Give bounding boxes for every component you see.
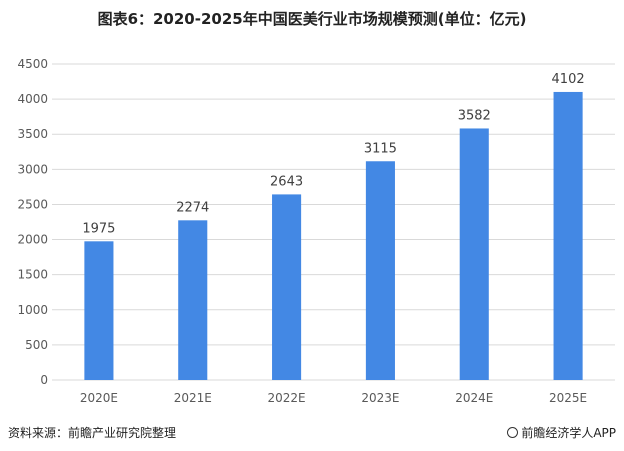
y-tick-label: 500 (25, 338, 48, 352)
bars (84, 91, 583, 380)
credit-text: 前瞻经济学人APP (521, 426, 616, 440)
data-label: 2274 (176, 200, 209, 215)
data-label: 1975 (82, 221, 115, 236)
chart-title: 图表6：2020-2025年中国医美行业市场规模预测(单位：亿元) (97, 10, 527, 28)
data-label: 3582 (458, 108, 491, 123)
y-tick-label: 3500 (17, 127, 48, 141)
y-tick-label: 0 (40, 373, 48, 387)
x-tick-label: 2025E (549, 391, 587, 405)
source-note: 资料来源：前瞻产业研究院整理 (8, 426, 177, 440)
y-axis-ticks: 0 500 1000 1500 2000 2500 3000 3500 4000 4500 (17, 57, 48, 387)
data-label: 4102 (552, 72, 585, 87)
data-label: 2643 (270, 174, 303, 189)
x-tick-label: 2023E (361, 391, 399, 405)
data-label: 3115 (364, 141, 397, 156)
gridlines (52, 63, 615, 381)
bar (272, 194, 302, 380)
bar (459, 128, 489, 380)
data-labels: 1975 2274 2643 3115 3582 4102 (82, 72, 584, 236)
y-tick-label: 4000 (17, 92, 48, 106)
logo-icon (507, 427, 519, 438)
y-tick-label: 4500 (17, 57, 48, 71)
y-tick-label: 2500 (17, 197, 48, 211)
y-tick-label: 3000 (17, 162, 48, 176)
credit-note: 前瞻经济学人APP (507, 424, 616, 441)
y-tick-label: 1000 (17, 303, 48, 317)
bar (84, 241, 114, 380)
y-tick-label: 1500 (17, 268, 48, 282)
x-axis-ticks: 2020E 2021E 2022E 2023E 2024E 2025E (80, 391, 587, 405)
x-tick-label: 2024E (455, 391, 493, 405)
y-tick-label: 2000 (17, 233, 48, 247)
bar (365, 161, 395, 380)
x-tick-label: 2021E (174, 391, 212, 405)
x-tick-label: 2020E (80, 391, 118, 405)
bar (178, 220, 208, 380)
bar (553, 91, 583, 380)
x-tick-label: 2022E (268, 391, 306, 405)
